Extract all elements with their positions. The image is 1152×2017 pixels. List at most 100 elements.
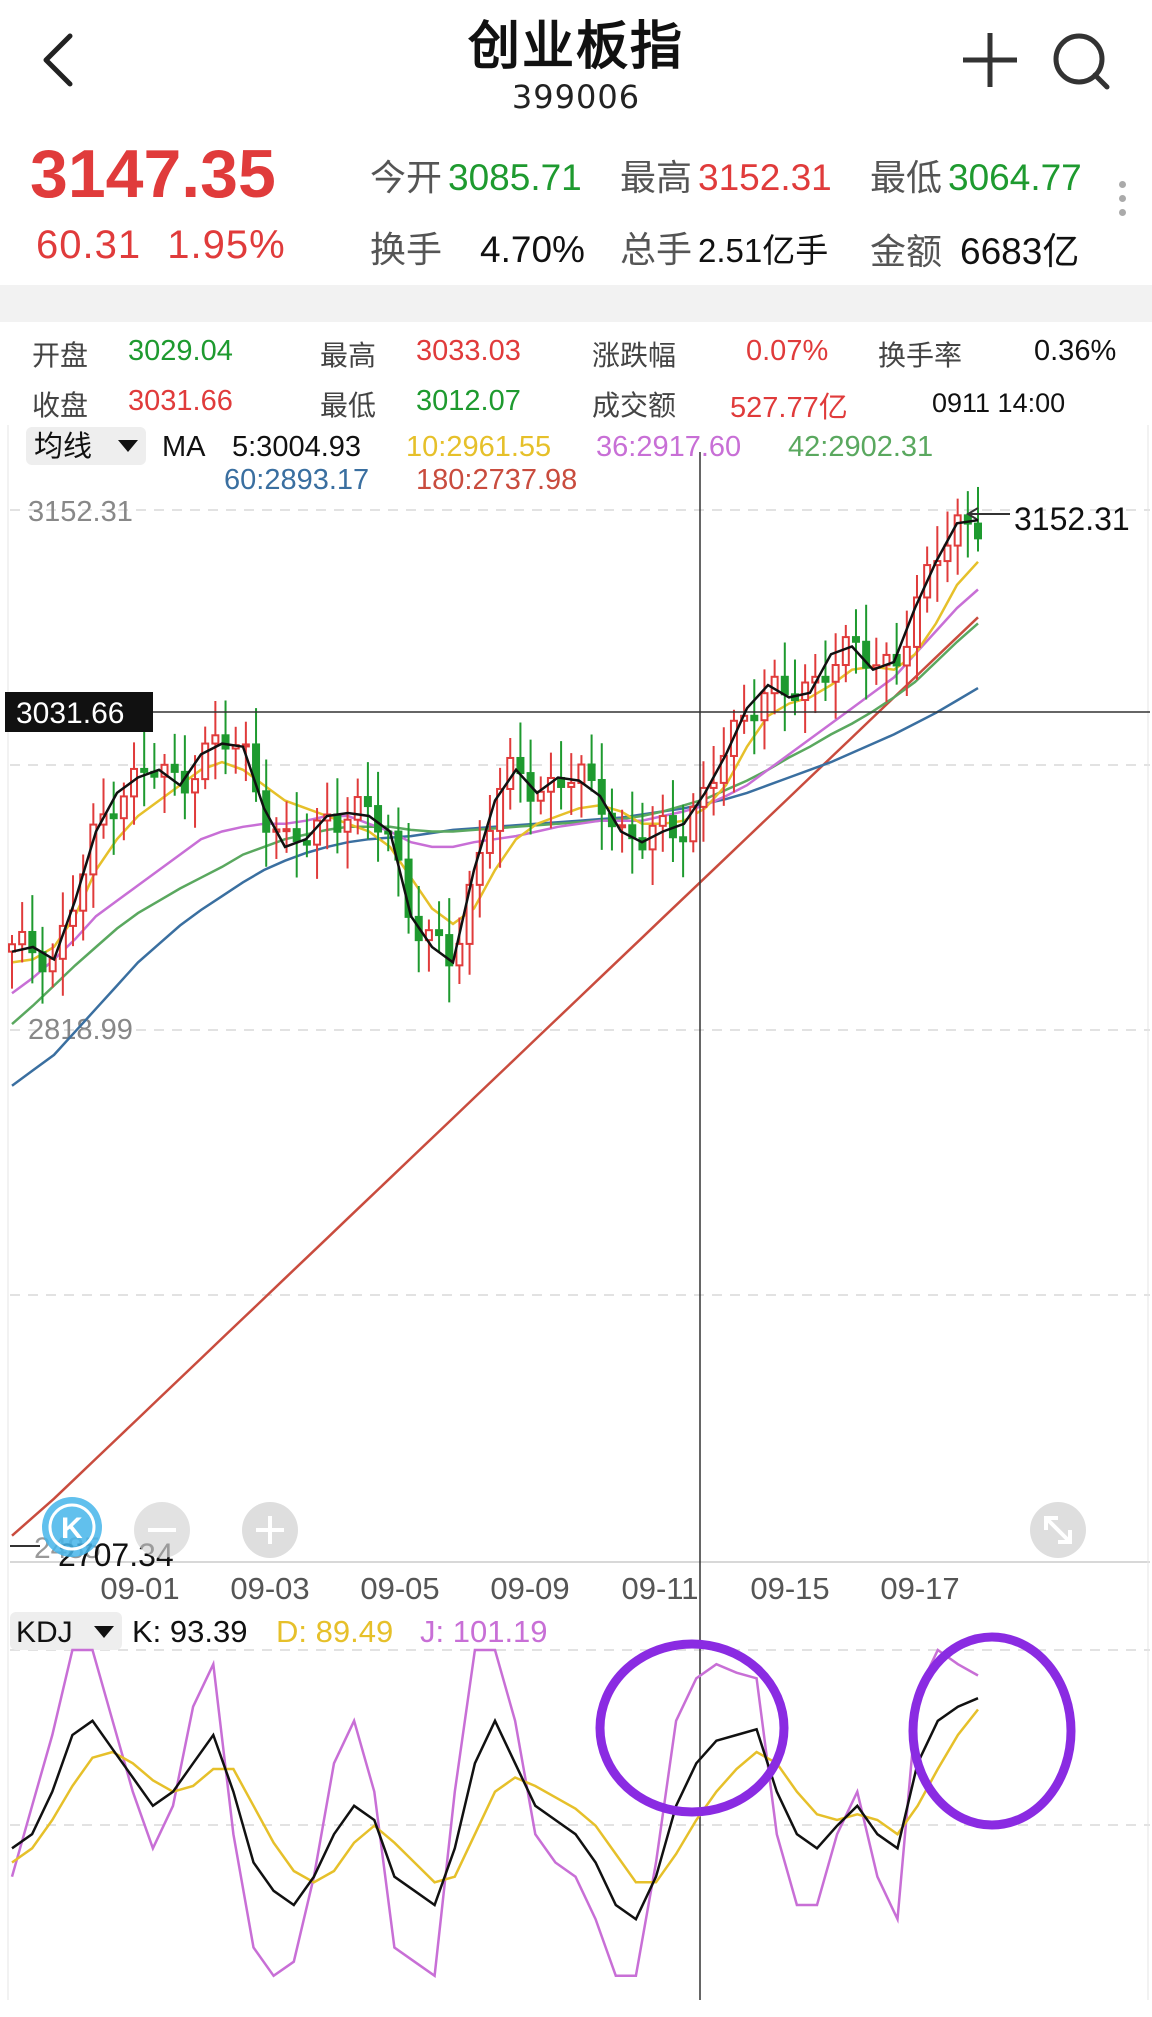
fullscreen-button[interactable] [1030,1502,1086,1558]
expand-icon [1044,1516,1072,1544]
candle [313,808,322,879]
kdj-selector-button[interactable] [10,1612,122,1650]
grid-lines [7,425,1150,2000]
candle [770,659,779,715]
volume-value: 2.51亿手 [698,232,829,269]
low-label: 最低 [870,158,943,199]
price-change: 60.31 1.95% [36,223,286,268]
candle [18,902,27,963]
amount-value: 6683亿 [960,231,1080,272]
x-tick-label: 09-17 [880,1571,959,1606]
candle [28,895,37,984]
candle [953,498,962,575]
ma-prefix: MA [162,431,206,463]
ma-legend-10: 10:2961.55 [406,431,551,463]
candle [709,745,718,816]
zoom-in-button[interactable] [242,1502,298,1558]
kdj-k-line [11,1697,979,1922]
candle [679,804,688,878]
info-high-label: 最高 [320,339,377,372]
candle [831,633,840,719]
info-chg-label: 涨跌幅 [592,339,677,372]
candle [760,669,769,750]
info-turnover-value: 0.36% [1034,335,1117,367]
high-label: 最高 [620,158,693,199]
x-tick-label: 09-03 [230,1571,309,1606]
kdj-j-line [10,1648,979,1979]
kdj-legend-k: K: 93.39 [132,1614,247,1649]
ma42-line [11,622,979,1026]
candle [445,898,454,1003]
candles [8,486,982,1004]
zoom-out-button[interactable] [134,1502,190,1558]
candle [374,771,383,862]
ma36-line [11,588,979,995]
ma-legend-180: 180:2737.98 [416,464,577,496]
candle-info-panel: 开盘 3029.04 最高 3033.03 涨跌幅 0.07% 换手率 0.36… [0,322,1152,427]
info-low-value: 3012.07 [416,385,521,417]
candle [455,917,464,985]
kdj-lines [10,1648,979,1979]
caret-down-icon [94,1626,114,1638]
ma-legend-42: 42:2902.31 [788,431,933,463]
info-amount-label: 成交额 [592,389,677,422]
x-tick-label: 09-01 [100,1571,179,1606]
open-value: 3085.71 [448,157,582,198]
ma-selector-button[interactable] [26,427,146,465]
add-watchlist-button[interactable] [955,25,1025,95]
candle [821,640,830,701]
page-title: 创业板指 [467,17,684,77]
y-label-top: 3152.31 [28,496,133,528]
kline-chart[interactable]: 均线 MA 5:3004.93 10:2961.55 36:2917.60 42… [0,425,1152,2017]
ma-legend: 均线 MA 5:3004.93 10:2961.55 36:2917.60 42… [26,427,933,496]
search-button[interactable] [1045,25,1115,95]
chart-area[interactable]: 均线 MA 5:3004.93 10:2961.55 36:2917.60 42… [0,425,1152,2017]
ma5-line [11,518,979,965]
candle [567,753,576,815]
candle [211,701,220,780]
change-percent: 1.95% [167,223,286,267]
ma-legend-5: 5:3004.93 [232,431,361,463]
candle [902,610,911,697]
candle [109,781,118,855]
info-open-label: 开盘 [32,339,89,372]
open-label: 今开 [370,158,443,199]
change-value: 60.31 [36,223,142,267]
section-divider [0,285,1152,322]
kdj-selector-label: KDJ [16,1616,73,1649]
candle [191,755,200,828]
turnover-value: 4.70% [480,229,585,270]
candle [750,679,759,755]
candle [363,762,372,840]
stock-code: 399006 [511,78,641,116]
info-chg-value: 0.07% [746,335,829,367]
candle [119,782,128,841]
candle [689,793,698,853]
ma-lines [11,560,979,1537]
candle [862,604,871,700]
turnover-label: 换手 [370,230,443,271]
volume-label: 总手 [620,230,693,271]
high-value: 3152.31 [698,157,832,198]
candle [536,776,545,815]
candle [282,801,291,853]
ma60-line [11,687,979,1087]
arrow-left-icon [966,507,979,521]
k-logo-button[interactable]: K [42,1497,102,1557]
candle [658,794,667,852]
more-icon[interactable] [1116,181,1128,231]
candle [963,491,972,558]
quote-row-1: 今开 3085.71 最高 3152.31 最低 3064.77 [370,149,1082,201]
candle [638,802,647,859]
info-time: 0911 14:00 [932,388,1066,418]
candle [292,792,301,878]
ma10-line [11,560,979,964]
quote-summary: 3147.35 60.31 1.95% 今开 3085.71 最高 3152.31 … [0,135,1152,285]
back-button[interactable] [28,20,88,100]
candle [394,807,403,897]
k-logo-icon: K [61,1512,83,1545]
current-price: 3147.35 [30,136,276,212]
x-axis-ticks: 09-01 09-03 09-05 09-09 09-11 09-15 09-17 [100,1571,959,1606]
candle [170,733,179,796]
amount-label: 金额 [870,232,943,273]
